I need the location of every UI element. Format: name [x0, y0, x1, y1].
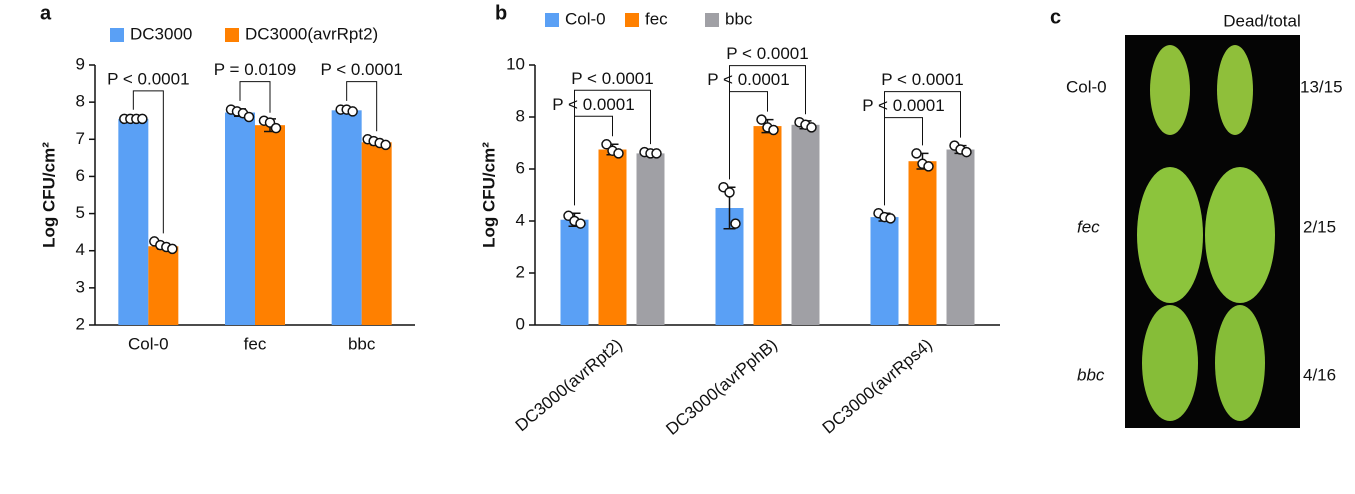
header: Dead/total	[1223, 11, 1301, 30]
x-tick-label: fec	[244, 334, 267, 353]
y-tick-label: 6	[516, 158, 525, 177]
significance-bracket	[729, 65, 806, 180]
data-point	[961, 146, 972, 158]
panel-label: b	[495, 2, 507, 24]
y-axis-label: Log CFU/cm²	[479, 142, 498, 248]
p-value: P < 0.0001	[571, 69, 653, 88]
data-point	[575, 218, 586, 229]
y-tick-label: 3	[76, 277, 85, 296]
p-value: P = 0.0109	[214, 60, 296, 79]
p-value: P < 0.0001	[320, 60, 402, 79]
data-point	[347, 106, 358, 117]
bar	[331, 110, 362, 325]
data-point	[885, 213, 896, 224]
legend-label: Col-0	[565, 9, 606, 28]
p-value: P < 0.0001	[881, 70, 963, 89]
y-tick-label: 2	[76, 314, 85, 333]
bar	[636, 153, 665, 325]
bar	[255, 125, 285, 326]
significance-bracket	[239, 81, 271, 113]
bar	[791, 124, 820, 325]
bar	[598, 149, 627, 325]
bar	[946, 149, 975, 325]
y-tick-label: 4	[76, 240, 85, 259]
data-point	[768, 124, 779, 136]
genotype: bbc	[1077, 365, 1105, 384]
data-point	[243, 111, 255, 123]
data-point	[601, 139, 612, 150]
significance-bracket	[574, 89, 651, 206]
p-value: P < 0.0001	[862, 96, 944, 115]
x-tick-label: bbc	[348, 334, 376, 353]
legend-swatch	[625, 13, 639, 27]
ratio: 13/15	[1300, 77, 1343, 96]
y-tick-label: 8	[516, 106, 525, 125]
y-tick-label: 6	[76, 166, 85, 185]
data-point	[270, 122, 282, 134]
x-tick-label: Col-0	[128, 334, 169, 353]
genotype: Col-0	[1066, 77, 1107, 96]
y-axis-label: Log CFU/cm²	[39, 142, 58, 248]
p-value: P < 0.0001	[552, 95, 634, 114]
bar	[118, 118, 149, 325]
p-value: P < 0.0001	[707, 70, 789, 89]
data-point	[806, 122, 817, 133]
legend-label: DC3000	[130, 24, 192, 43]
x-tick-label: DC3000(avrRpt2)	[512, 335, 626, 435]
bar	[560, 219, 589, 325]
bar	[361, 142, 392, 325]
y-tick-label: 10	[506, 54, 525, 73]
x-tick-label: DC3000(avrRps4)	[819, 335, 936, 438]
legend-swatch	[545, 13, 559, 27]
y-tick-label: 8	[76, 92, 85, 111]
y-tick-label: 9	[76, 54, 85, 73]
data-point	[923, 161, 934, 172]
bar	[753, 126, 782, 325]
y-tick-label: 4	[516, 210, 525, 229]
data-point	[730, 218, 741, 229]
legend-swatch	[110, 28, 124, 42]
ratio: 4/16	[1303, 365, 1336, 384]
data-point	[651, 148, 662, 159]
genotype: fec	[1077, 217, 1100, 236]
p-value: P < 0.0001	[107, 69, 189, 88]
bar	[148, 246, 179, 325]
panel-label: a	[40, 2, 52, 24]
bar	[225, 112, 255, 326]
legend-swatch	[705, 13, 719, 27]
legend-label: bbc	[725, 9, 753, 28]
legend-swatch	[225, 28, 239, 42]
data-point	[724, 187, 735, 198]
bar	[870, 217, 899, 325]
significance-bracket	[884, 91, 961, 206]
y-tick-label: 5	[76, 203, 85, 222]
bar	[908, 161, 937, 325]
data-point	[911, 148, 922, 159]
p-value: P < 0.0001	[726, 44, 808, 63]
data-point	[137, 113, 148, 125]
y-tick-label: 7	[76, 129, 85, 148]
leaves	[1137, 45, 1275, 421]
significance-bracket	[132, 90, 164, 234]
data-point	[613, 148, 624, 159]
data-point	[756, 114, 767, 125]
legend-label: fec	[645, 9, 668, 28]
panel-label: c	[1050, 6, 1061, 28]
ratio: 2/15	[1303, 217, 1336, 236]
y-tick-label: 2	[516, 262, 525, 281]
y-tick-label: 0	[516, 314, 525, 333]
data-point	[380, 139, 391, 151]
x-tick-label: DC3000(avrPphB)	[662, 335, 781, 439]
significance-bracket	[346, 81, 378, 132]
data-point	[167, 243, 178, 255]
legend-label: DC3000(avrRpt2)	[245, 24, 378, 43]
